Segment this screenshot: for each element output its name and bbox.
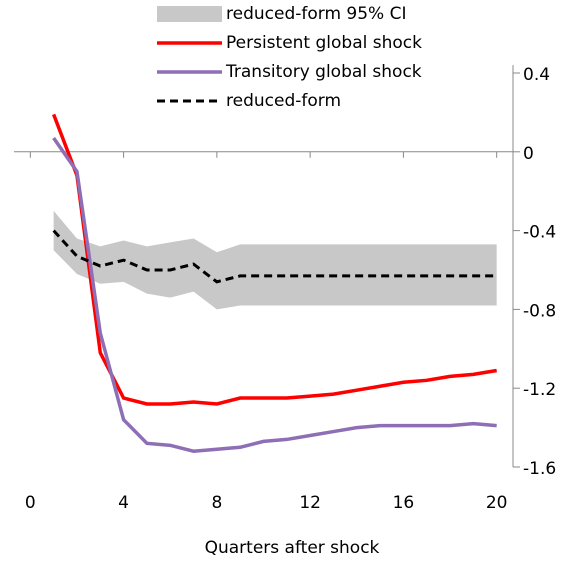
x-tick-label: 20 — [486, 493, 508, 513]
x-tick-label: 12 — [299, 493, 321, 513]
y-tick-label: 0 — [523, 144, 534, 164]
legend-label: reduced-form 95% CI — [226, 4, 406, 24]
line — [52, 229, 497, 284]
legend-label: Persistent global shock — [226, 33, 422, 53]
x-tick-label: 16 — [393, 493, 415, 513]
y-tick-label: -1.2 — [523, 380, 556, 400]
line — [52, 113, 497, 406]
y-tick-label: -0.4 — [523, 223, 556, 243]
y-tick-label: -1.6 — [523, 459, 556, 479]
ci-band — [53, 210, 497, 310]
legend-label: Transitory global shock — [225, 62, 422, 82]
y-tick-label: -0.8 — [523, 301, 556, 321]
x-tick-label: 4 — [118, 493, 129, 513]
legend-label: reduced-form — [226, 91, 341, 111]
x-tick-label: 0 — [25, 493, 36, 513]
x-tick-label: 8 — [211, 493, 222, 513]
x-axis-title: Quarters after shock — [205, 538, 380, 558]
line — [52, 137, 497, 454]
y-tick-label: 0.4 — [523, 65, 550, 85]
legend-swatch — [157, 6, 222, 22]
